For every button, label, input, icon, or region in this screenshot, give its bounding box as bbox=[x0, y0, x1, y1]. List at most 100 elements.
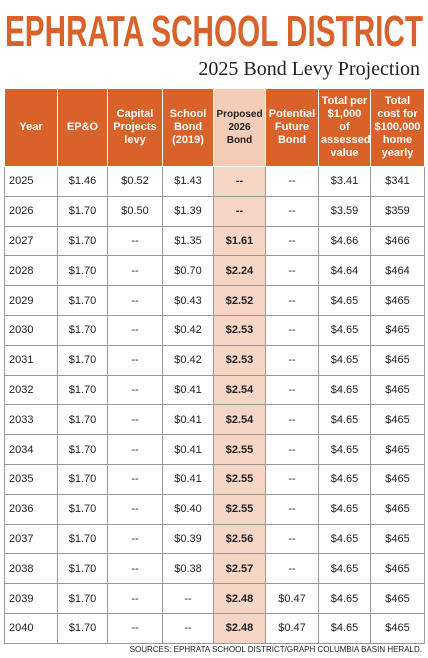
table-row: 2029 $1.70 -- $0.43 $2.52 -- $4.65 $465 bbox=[4, 285, 425, 316]
table-cell: $1.61 bbox=[213, 225, 266, 257]
table-cell: $0.41 bbox=[162, 404, 214, 436]
table-cell: $465 bbox=[370, 583, 425, 614]
table-cell: $0.41 bbox=[162, 374, 214, 406]
table-cell: $1.70 bbox=[57, 344, 108, 376]
table-row: 2026 $1.70 $0.50 $1.39 -- -- $3.59 $359 bbox=[4, 195, 425, 227]
table-cell: $465 bbox=[370, 523, 425, 555]
table-cell: $0.42 bbox=[162, 314, 214, 346]
header-row: Year EP&O Capital Projects levy School Bond… bbox=[4, 88, 425, 167]
table-cell: $2.56 bbox=[213, 523, 266, 555]
table-row: 2036 $1.70 -- $0.40 $2.55 -- $4.65 $465 bbox=[4, 493, 425, 525]
table-cell: -- bbox=[265, 553, 319, 585]
table-cell: $2.57 bbox=[213, 553, 266, 585]
table-cell: -- bbox=[265, 523, 319, 555]
table-row: 2039 $1.70 -- -- $2.48 $0.47 $4.65 $465 bbox=[4, 583, 425, 614]
table-cell: 2040 bbox=[4, 612, 58, 644]
table-cell: -- bbox=[265, 374, 319, 406]
table-cell: $2.54 bbox=[213, 404, 266, 436]
table-row: 2025 $1.46 $0.52 $1.43 -- -- $3.41 $341 bbox=[4, 166, 425, 197]
table-cell: $4.65 bbox=[318, 612, 371, 644]
table-cell: -- bbox=[265, 404, 319, 436]
table-cell: $3.41 bbox=[318, 166, 371, 197]
table-cell: -- bbox=[213, 166, 266, 197]
table-cell: $359 bbox=[370, 195, 425, 227]
table-cell: $465 bbox=[370, 493, 425, 525]
table-cell: -- bbox=[107, 523, 163, 555]
table-cell: -- bbox=[213, 195, 266, 227]
table-cell: 2039 bbox=[4, 583, 58, 614]
table-cell: -- bbox=[162, 612, 214, 644]
table-cell: $4.65 bbox=[318, 404, 371, 436]
table-cell: 2034 bbox=[4, 434, 58, 465]
table-cell: 2027 bbox=[4, 225, 58, 257]
table-cell: $4.65 bbox=[318, 523, 371, 555]
title-area: EPHRATA SCHOOL DISTRICT bbox=[5, 7, 423, 56]
table-cell: 2037 bbox=[4, 523, 58, 555]
table-cell: $4.65 bbox=[318, 344, 371, 376]
table-cell: $4.65 bbox=[318, 374, 371, 406]
table-cell: $0.47 bbox=[265, 583, 319, 614]
source: SOURCES: EPHRATA SCHOOL DISTRICT/GRAPH C… bbox=[129, 645, 422, 654]
table-cell: $2.55 bbox=[213, 434, 266, 465]
column-header: Total cost for $100,000 home yearly bbox=[370, 88, 425, 167]
table-cell: -- bbox=[107, 344, 163, 376]
table-cell: -- bbox=[107, 404, 163, 436]
table-cell: $0.41 bbox=[162, 434, 214, 465]
levy-table: Year EP&O Capital Projects levy School Bond… bbox=[4, 88, 425, 644]
table-cell: 2025 bbox=[4, 166, 58, 197]
table-cell: -- bbox=[107, 255, 163, 287]
table-cell: -- bbox=[107, 285, 163, 316]
table-cell: 2026 bbox=[4, 195, 58, 227]
table-cell: 2033 bbox=[4, 404, 58, 436]
table-cell: -- bbox=[265, 493, 319, 525]
table-cell: $1.39 bbox=[162, 195, 214, 227]
table-cell: $1.70 bbox=[57, 255, 108, 287]
table-cell: $0.70 bbox=[162, 255, 214, 287]
table-cell: $1.70 bbox=[57, 285, 108, 316]
table-cell: $1.70 bbox=[57, 404, 108, 436]
table-body: 2025 $1.46 $0.52 $1.43 -- -- $3.41 $341 2026 $1.7… bbox=[4, 166, 425, 644]
table-cell: $465 bbox=[370, 463, 425, 495]
table-cell: $4.65 bbox=[318, 434, 371, 465]
table-cell: $0.41 bbox=[162, 463, 214, 495]
table-cell: $1.70 bbox=[57, 314, 108, 346]
subtitle: 2025 Bond Levy Projection bbox=[198, 58, 420, 80]
table-cell: $341 bbox=[370, 166, 425, 197]
table-cell: $4.65 bbox=[318, 583, 371, 614]
table-cell: $465 bbox=[370, 404, 425, 436]
table-cell: $1.70 bbox=[57, 374, 108, 406]
table-row: 2027 $1.70 -- $1.35 $1.61 -- $4.66 $466 bbox=[4, 225, 425, 257]
table-cell: $0.43 bbox=[162, 285, 214, 316]
table-cell: 2031 bbox=[4, 344, 58, 376]
table-cell: $0.42 bbox=[162, 344, 214, 376]
table-cell: $0.38 bbox=[162, 553, 214, 585]
column-header: Potential Future Bond bbox=[265, 88, 319, 167]
table-cell: $2.55 bbox=[213, 463, 266, 495]
table-cell: $2.48 bbox=[213, 583, 266, 614]
table-cell: $0.50 bbox=[107, 195, 163, 227]
table-cell: 2028 bbox=[4, 255, 58, 287]
column-header: Capital Projects levy bbox=[107, 88, 163, 167]
table-cell: -- bbox=[265, 195, 319, 227]
column-header: Proposed 2026 Bond bbox=[213, 88, 266, 167]
table-cell: -- bbox=[265, 166, 319, 197]
table-cell: $465 bbox=[370, 314, 425, 346]
table-cell: -- bbox=[107, 314, 163, 346]
table-cell: -- bbox=[265, 434, 319, 465]
column-header: Year bbox=[4, 88, 58, 167]
table-cell: -- bbox=[265, 225, 319, 257]
table-cell: $466 bbox=[370, 225, 425, 257]
table-cell: $2.55 bbox=[213, 493, 266, 525]
table-cell: $2.54 bbox=[213, 374, 266, 406]
table-row: 2037 $1.70 -- $0.39 $2.56 -- $4.65 $465 bbox=[4, 523, 425, 555]
table-cell: -- bbox=[107, 374, 163, 406]
table-cell: $0.47 bbox=[265, 612, 319, 644]
table-row: 2030 $1.70 -- $0.42 $2.53 -- $4.65 $465 bbox=[4, 314, 425, 346]
table-cell: $1.70 bbox=[57, 225, 108, 257]
table-row: 2031 $1.70 -- $0.42 $2.53 -- $4.65 $465 bbox=[4, 344, 425, 376]
table-row: 2034 $1.70 -- $0.41 $2.55 -- $4.65 $465 bbox=[4, 434, 425, 465]
column-header: EP&O bbox=[57, 88, 108, 167]
table-cell: -- bbox=[265, 255, 319, 287]
table-cell: $2.52 bbox=[213, 285, 266, 316]
